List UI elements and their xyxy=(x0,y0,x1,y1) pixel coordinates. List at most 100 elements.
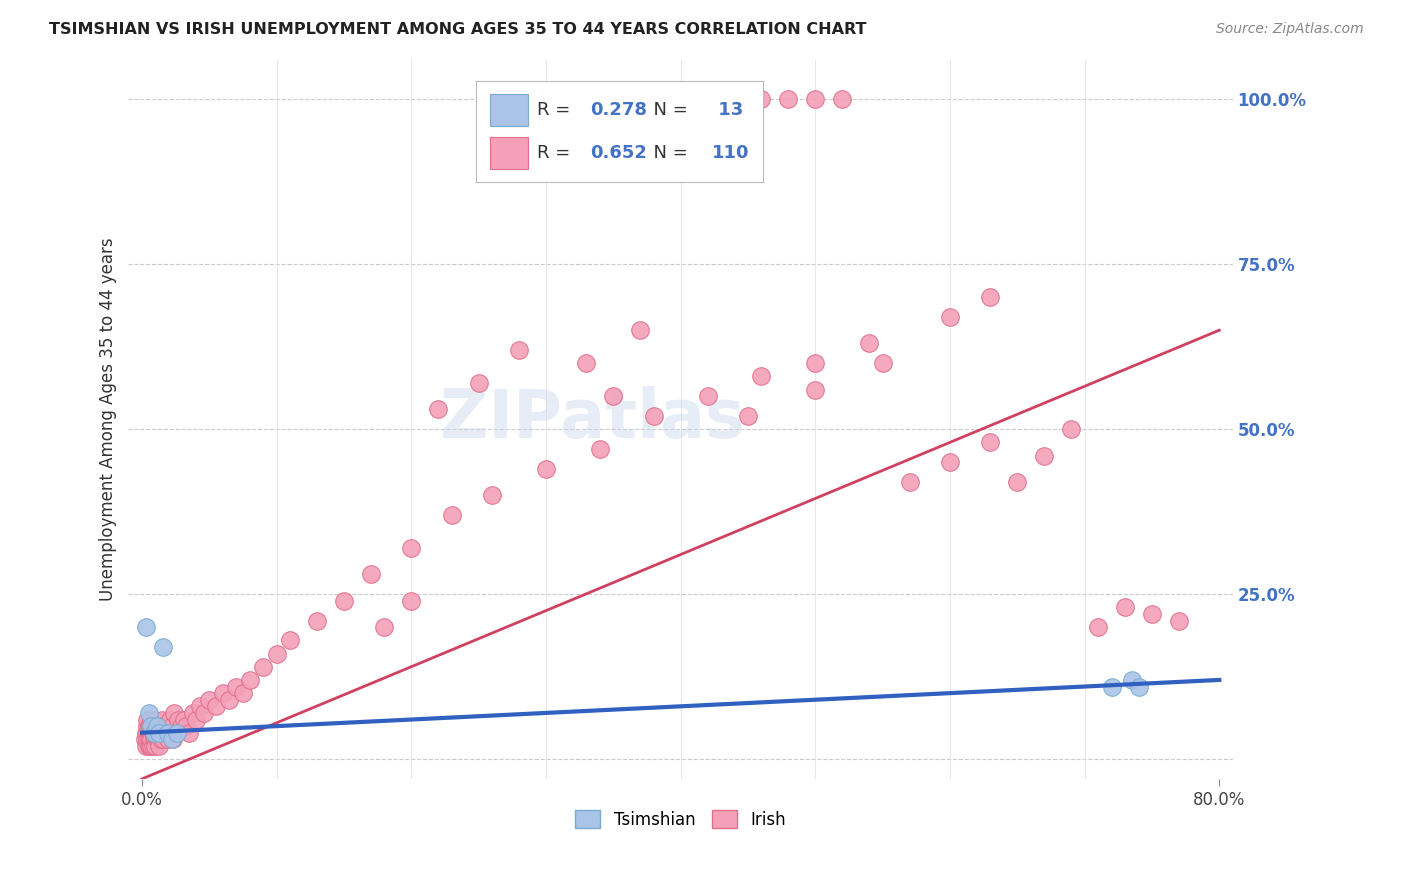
Point xyxy=(166,725,188,739)
Point xyxy=(135,739,157,753)
Point xyxy=(575,356,598,370)
Point xyxy=(939,455,962,469)
Point xyxy=(162,732,184,747)
Point xyxy=(804,92,827,106)
Text: R =: R = xyxy=(537,145,576,162)
Text: N =: N = xyxy=(643,101,693,119)
Legend: Tsimshian, Irish: Tsimshian, Irish xyxy=(568,804,793,835)
Point xyxy=(149,732,172,747)
Text: Source: ZipAtlas.com: Source: ZipAtlas.com xyxy=(1216,22,1364,37)
Point xyxy=(176,719,198,733)
Point xyxy=(150,725,173,739)
Point xyxy=(548,92,571,106)
Point xyxy=(146,732,169,747)
Point xyxy=(135,725,157,739)
Point xyxy=(145,739,167,753)
Point xyxy=(198,692,221,706)
Point xyxy=(167,713,190,727)
Point xyxy=(737,409,759,423)
Point xyxy=(148,725,170,739)
Text: 0.652: 0.652 xyxy=(591,145,647,162)
Point xyxy=(1033,449,1056,463)
Point xyxy=(211,686,233,700)
Point xyxy=(156,725,179,739)
Point xyxy=(278,633,301,648)
Point xyxy=(225,680,247,694)
Text: 13: 13 xyxy=(711,101,742,119)
Point xyxy=(145,732,167,747)
Point xyxy=(136,732,159,747)
Point xyxy=(1140,607,1163,621)
Point xyxy=(643,409,665,423)
Point xyxy=(139,719,162,733)
Point xyxy=(163,706,186,720)
Point xyxy=(804,356,827,370)
Point xyxy=(153,725,176,739)
Point xyxy=(148,739,170,753)
Point xyxy=(177,725,200,739)
Point xyxy=(1128,680,1150,694)
Point xyxy=(1087,620,1109,634)
Point xyxy=(139,732,162,747)
Point xyxy=(696,389,718,403)
Point xyxy=(751,92,773,106)
Point xyxy=(142,725,165,739)
Point xyxy=(401,593,423,607)
Point xyxy=(142,719,165,733)
Point xyxy=(138,706,160,720)
Point xyxy=(184,713,207,727)
Point xyxy=(232,686,254,700)
Point xyxy=(143,732,166,747)
Text: 0.278: 0.278 xyxy=(591,101,647,119)
Point xyxy=(360,567,382,582)
Point xyxy=(135,620,157,634)
Text: ZIPatlas: ZIPatlas xyxy=(440,386,745,452)
Point xyxy=(145,719,167,733)
Point xyxy=(252,659,274,673)
Point xyxy=(152,719,174,733)
Point xyxy=(979,435,1001,450)
Point xyxy=(401,541,423,555)
Point xyxy=(751,369,773,384)
FancyBboxPatch shape xyxy=(477,81,763,182)
Point xyxy=(858,336,880,351)
Point xyxy=(1121,673,1143,687)
Point xyxy=(146,719,169,733)
Point xyxy=(239,673,262,687)
Point xyxy=(145,719,167,733)
Point xyxy=(872,356,894,370)
Point xyxy=(173,713,195,727)
Point xyxy=(138,719,160,733)
Point xyxy=(427,402,450,417)
Point xyxy=(152,732,174,747)
Bar xyxy=(489,94,529,126)
Point xyxy=(481,488,503,502)
Point xyxy=(218,692,240,706)
Point xyxy=(305,614,328,628)
Point xyxy=(778,92,800,106)
Point xyxy=(149,719,172,733)
Point xyxy=(939,310,962,324)
Point xyxy=(143,725,166,739)
Point xyxy=(159,713,181,727)
Point xyxy=(170,719,193,733)
Point xyxy=(898,475,921,489)
Point xyxy=(155,719,177,733)
Point xyxy=(589,442,612,456)
Point xyxy=(804,383,827,397)
Point xyxy=(160,732,183,747)
Point xyxy=(1167,614,1189,628)
Point xyxy=(373,620,395,634)
Point xyxy=(508,343,530,357)
Point xyxy=(1114,600,1136,615)
Point xyxy=(266,647,288,661)
Point xyxy=(534,462,557,476)
Point xyxy=(160,719,183,733)
Point xyxy=(181,706,204,720)
Point xyxy=(141,719,163,733)
Point xyxy=(143,725,166,739)
Point xyxy=(156,732,179,747)
Point xyxy=(710,92,733,106)
Point xyxy=(138,725,160,739)
Point xyxy=(141,713,163,727)
